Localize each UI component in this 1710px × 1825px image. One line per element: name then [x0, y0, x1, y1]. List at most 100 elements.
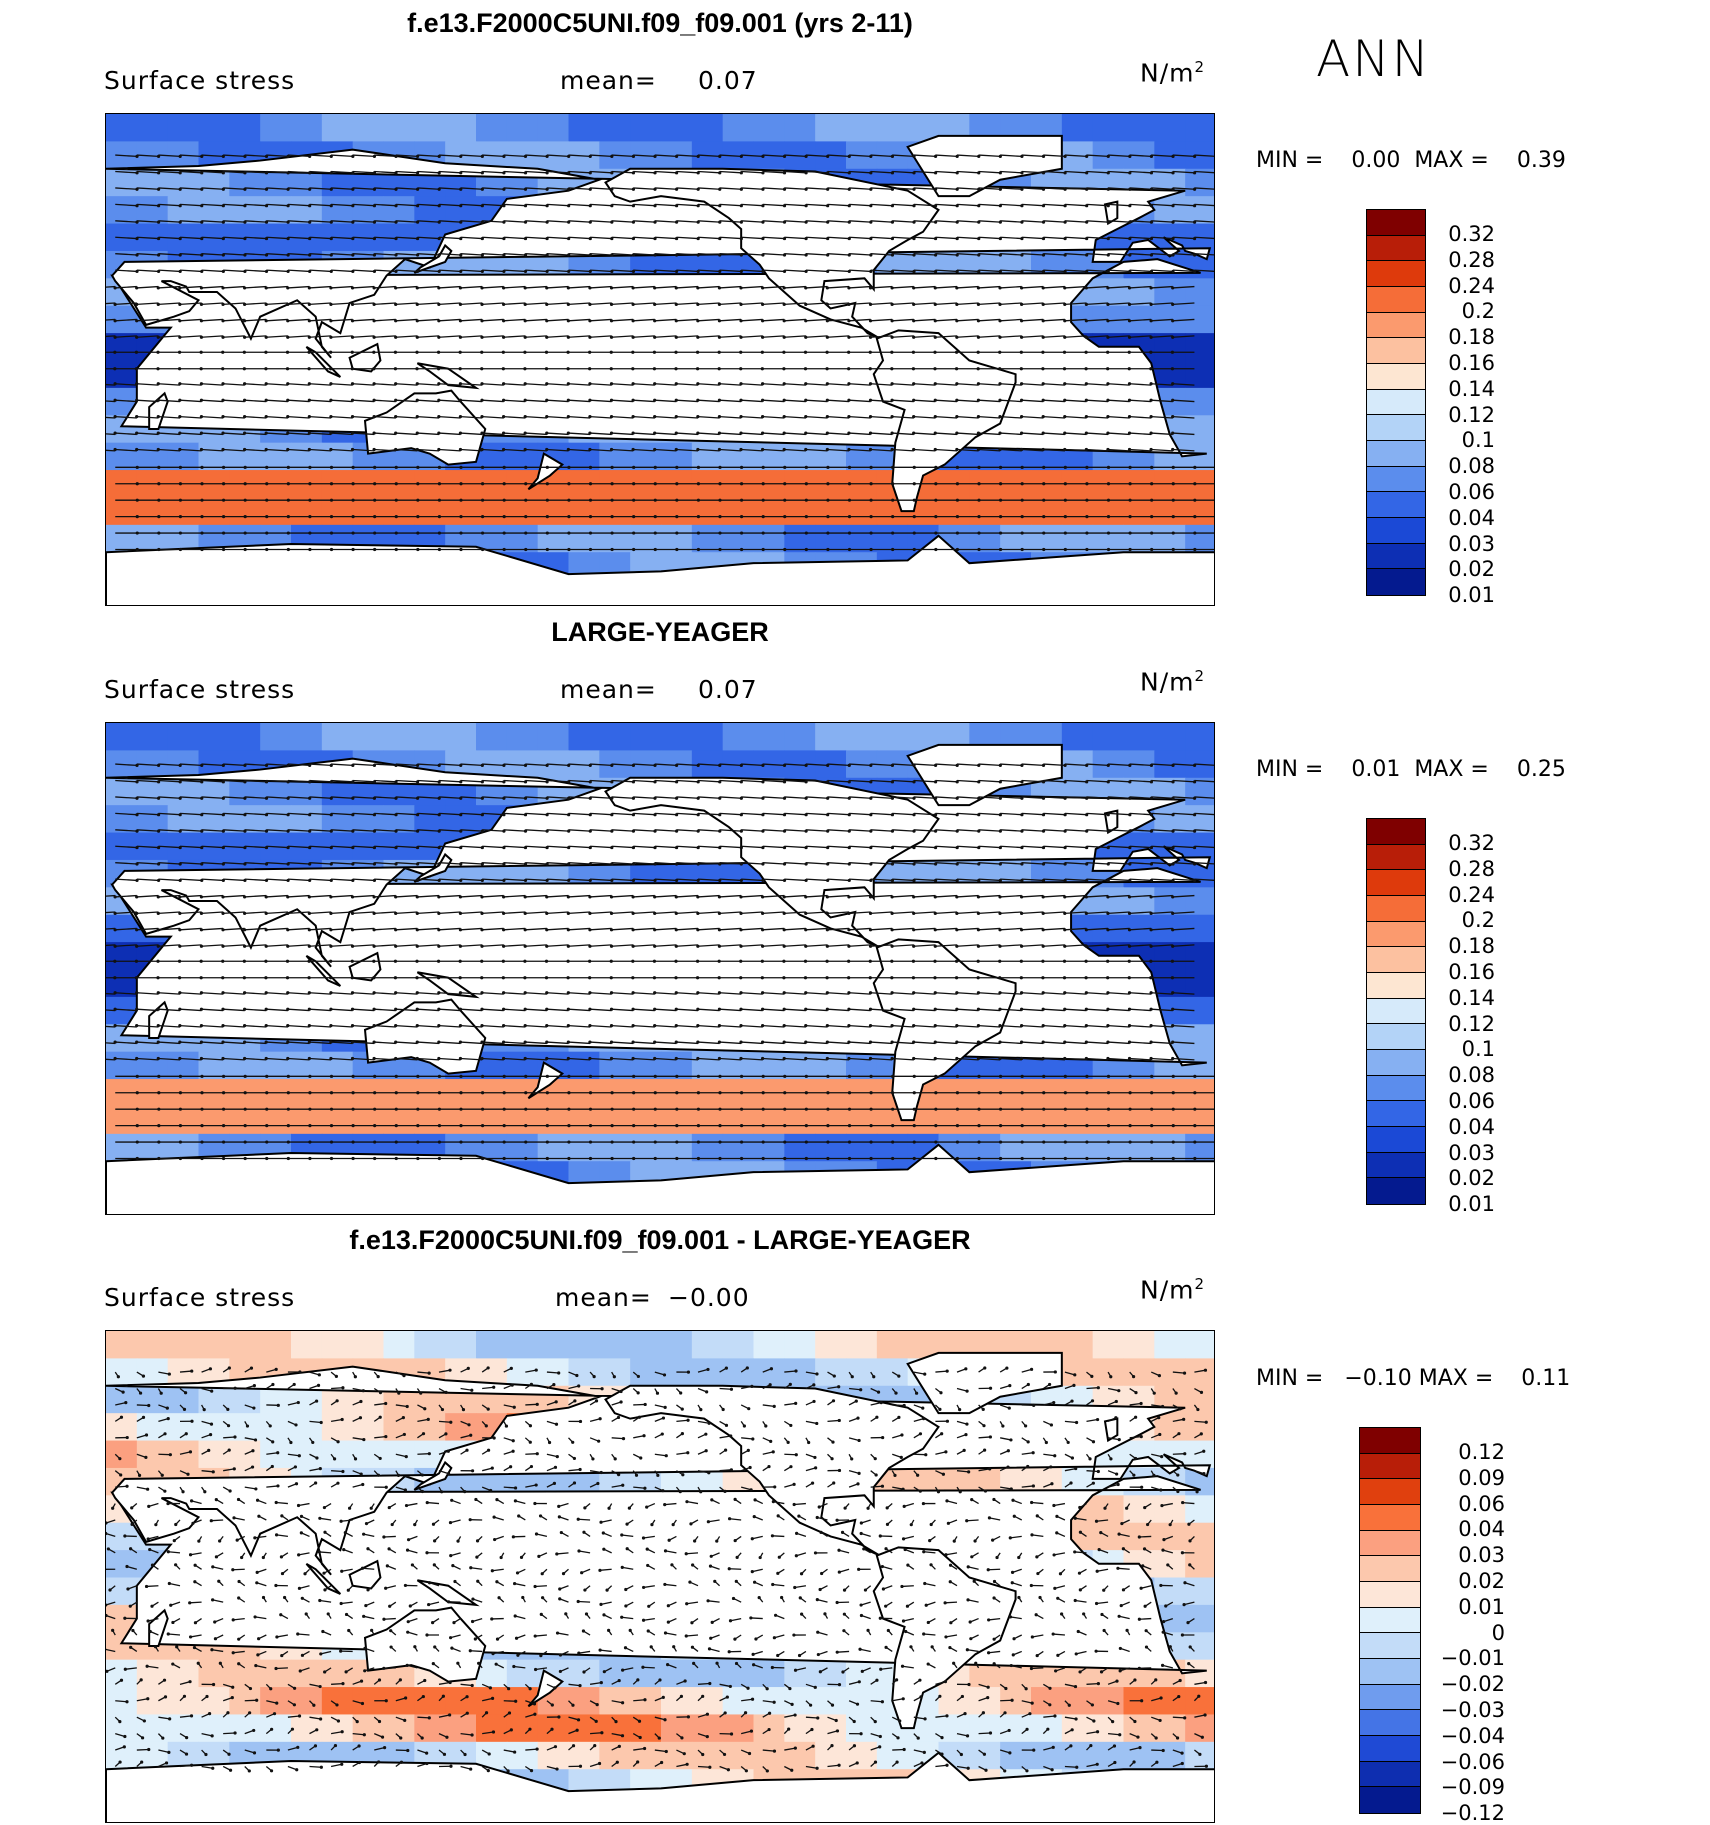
colorbar-tick-label: 0.16	[1448, 351, 1495, 375]
vector-head	[308, 286, 311, 289]
vector-head	[632, 319, 635, 322]
field-cell	[414, 196, 445, 224]
vector-head	[416, 303, 419, 306]
vector-head	[739, 367, 742, 370]
field-cell	[1062, 497, 1093, 525]
vector-head	[221, 319, 224, 322]
vector-head	[157, 415, 160, 418]
vector-head	[610, 382, 613, 385]
vector-head	[480, 399, 483, 402]
vector-head	[653, 431, 656, 434]
vector-head	[567, 448, 570, 451]
field-cell	[353, 805, 384, 833]
vector-head	[286, 399, 289, 402]
vector-head	[221, 286, 224, 289]
vector-head	[1085, 382, 1088, 385]
vector-head	[675, 286, 678, 289]
vector-head	[221, 415, 224, 418]
vector-head	[114, 448, 117, 451]
vector-head	[437, 448, 440, 451]
vector-head	[524, 399, 527, 402]
field-cell	[599, 443, 630, 471]
vector-head	[373, 382, 376, 385]
vector-head	[1063, 382, 1066, 385]
vector-head	[847, 399, 850, 402]
field-cell	[815, 525, 846, 553]
vector-head	[1106, 382, 1109, 385]
vector-head	[1042, 319, 1045, 322]
field-cell	[260, 1052, 291, 1080]
vector-head	[588, 351, 591, 354]
field-cell	[168, 497, 199, 525]
vector-head	[696, 431, 699, 434]
vector-head	[912, 367, 915, 370]
vector-head	[1106, 448, 1109, 451]
vector-head	[373, 286, 376, 289]
field-cell	[815, 1052, 846, 1080]
vector-head	[373, 399, 376, 402]
vector-head	[783, 448, 786, 451]
vector-head	[761, 895, 764, 898]
vector-head	[696, 448, 699, 451]
vector-head	[351, 928, 354, 931]
vector-head	[891, 336, 894, 339]
vector-head	[178, 415, 181, 418]
vector-head	[373, 336, 376, 339]
vector-head	[286, 928, 289, 931]
vector-head	[632, 928, 635, 931]
vector-head	[977, 431, 980, 434]
field-cell	[1124, 114, 1155, 142]
field-cell	[1154, 1134, 1185, 1162]
vector-head	[524, 303, 527, 306]
field-cell	[199, 1106, 230, 1134]
colorbar-tick-label: 0.32	[1448, 222, 1495, 246]
field-cell	[476, 114, 507, 142]
colorbar-swatch	[1367, 338, 1425, 364]
field-cell	[1062, 723, 1093, 751]
field-cell	[1124, 723, 1155, 751]
vector-head	[869, 303, 872, 306]
vector-head	[286, 912, 289, 915]
vector-head	[480, 319, 483, 322]
field-cell	[723, 1052, 754, 1080]
vector-head	[1020, 895, 1023, 898]
vector-head	[524, 431, 527, 434]
field-cell	[168, 114, 199, 142]
field-cell	[723, 497, 754, 525]
vector-head	[308, 895, 311, 898]
vector-head	[783, 319, 786, 322]
vector-head	[696, 912, 699, 915]
vector-head	[243, 431, 246, 434]
vector-head	[696, 367, 699, 370]
vector-head	[329, 303, 332, 306]
vector-head	[847, 895, 850, 898]
vector-head	[934, 912, 937, 915]
panel-2-mean-label: mean=	[560, 675, 657, 704]
field-cell	[569, 1134, 600, 1162]
vector-head	[977, 399, 980, 402]
vector-head	[135, 367, 138, 370]
field-cell	[784, 1134, 815, 1162]
field-cell	[291, 1052, 322, 1080]
vector-head	[394, 431, 397, 434]
vector-head	[1063, 399, 1066, 402]
vector-head	[653, 912, 656, 915]
vector-head	[523, 351, 526, 354]
vector-head	[783, 399, 786, 402]
field-cell	[630, 723, 661, 751]
vector-head	[545, 382, 548, 385]
field-cell	[260, 114, 291, 142]
vector-head	[114, 912, 117, 915]
vector-head	[1150, 286, 1153, 289]
vector-head	[912, 895, 915, 898]
vector-head	[502, 399, 505, 402]
vector-head	[135, 928, 138, 931]
vector-head	[934, 382, 937, 385]
vector-head	[891, 448, 894, 451]
vector-head	[653, 895, 656, 898]
vector-head	[804, 415, 807, 418]
colorbar-tick-label: 0.01	[1448, 583, 1495, 607]
field-cell	[1000, 525, 1031, 553]
vector-head	[567, 928, 570, 931]
vector-head	[761, 367, 764, 370]
